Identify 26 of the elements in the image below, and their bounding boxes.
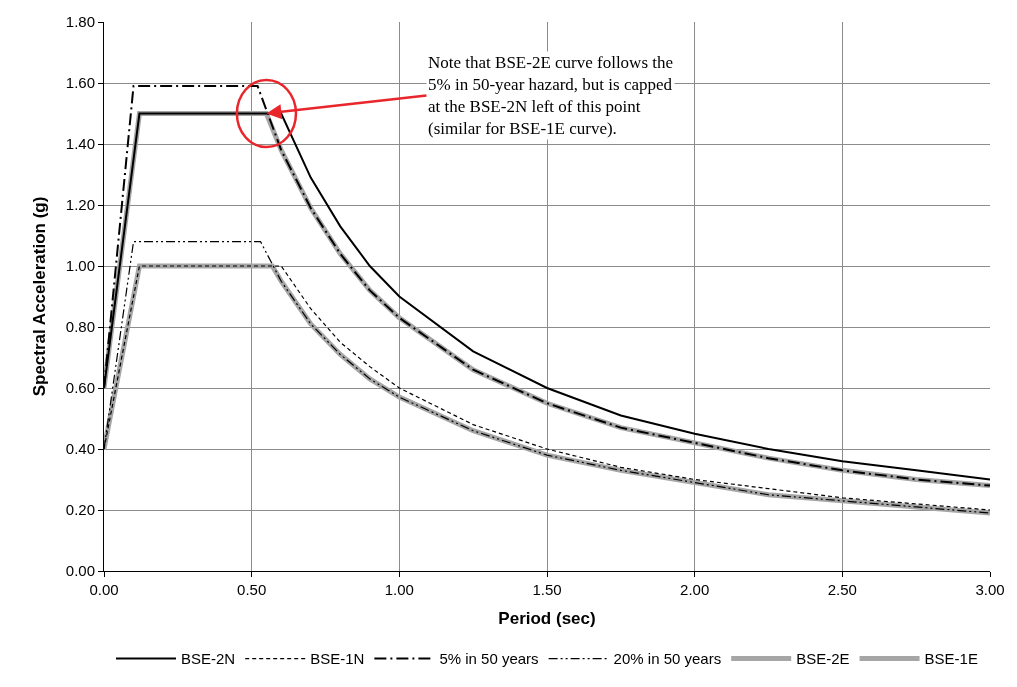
x-tick-label: 0.50 [237, 581, 267, 598]
y-tick-label: 0.20 [65, 501, 95, 519]
x-tick-label: 2.00 [680, 581, 710, 598]
annotation: Note that BSE-2E curve follows the 5% in 50-year hazard, but is capped at the BSE-2N left of this point (similar for BSE-1E curve). [428, 53, 674, 139]
y-tick-label: 1.00 [65, 257, 95, 275]
y-tick-label: 1.40 [65, 135, 95, 153]
y-tick-label: 1.60 [65, 74, 95, 92]
x-axis-title: Period (sec) [498, 609, 596, 629]
legend-label: 20% in 50 years [613, 650, 722, 668]
y-tick-label: 1.20 [65, 196, 95, 214]
legend-label: BSE-1E [924, 650, 978, 668]
x-tick-label: 0.00 [89, 581, 119, 598]
x-tick-label: 3.00 [975, 581, 1005, 598]
y-axis-title: Spectral Acceleration (g) [30, 196, 50, 397]
y-tick-label: 1.80 [65, 13, 95, 31]
y-tick-label: 0.40 [65, 440, 95, 458]
y-tick-label: 0.00 [65, 562, 95, 580]
legend-label: BSE-2N [181, 650, 236, 668]
y-tick-label: 0.60 [65, 379, 95, 397]
y-tick-label: 0.80 [65, 318, 95, 336]
legend-label: BSE-2E [796, 650, 850, 668]
legend-label: BSE-1N [310, 650, 365, 668]
x-tick-label: 2.50 [827, 581, 857, 598]
x-tick-label: 1.50 [532, 581, 562, 598]
legend-label: 5% in 50 years [439, 650, 539, 668]
x-tick-label: 1.00 [384, 581, 414, 598]
